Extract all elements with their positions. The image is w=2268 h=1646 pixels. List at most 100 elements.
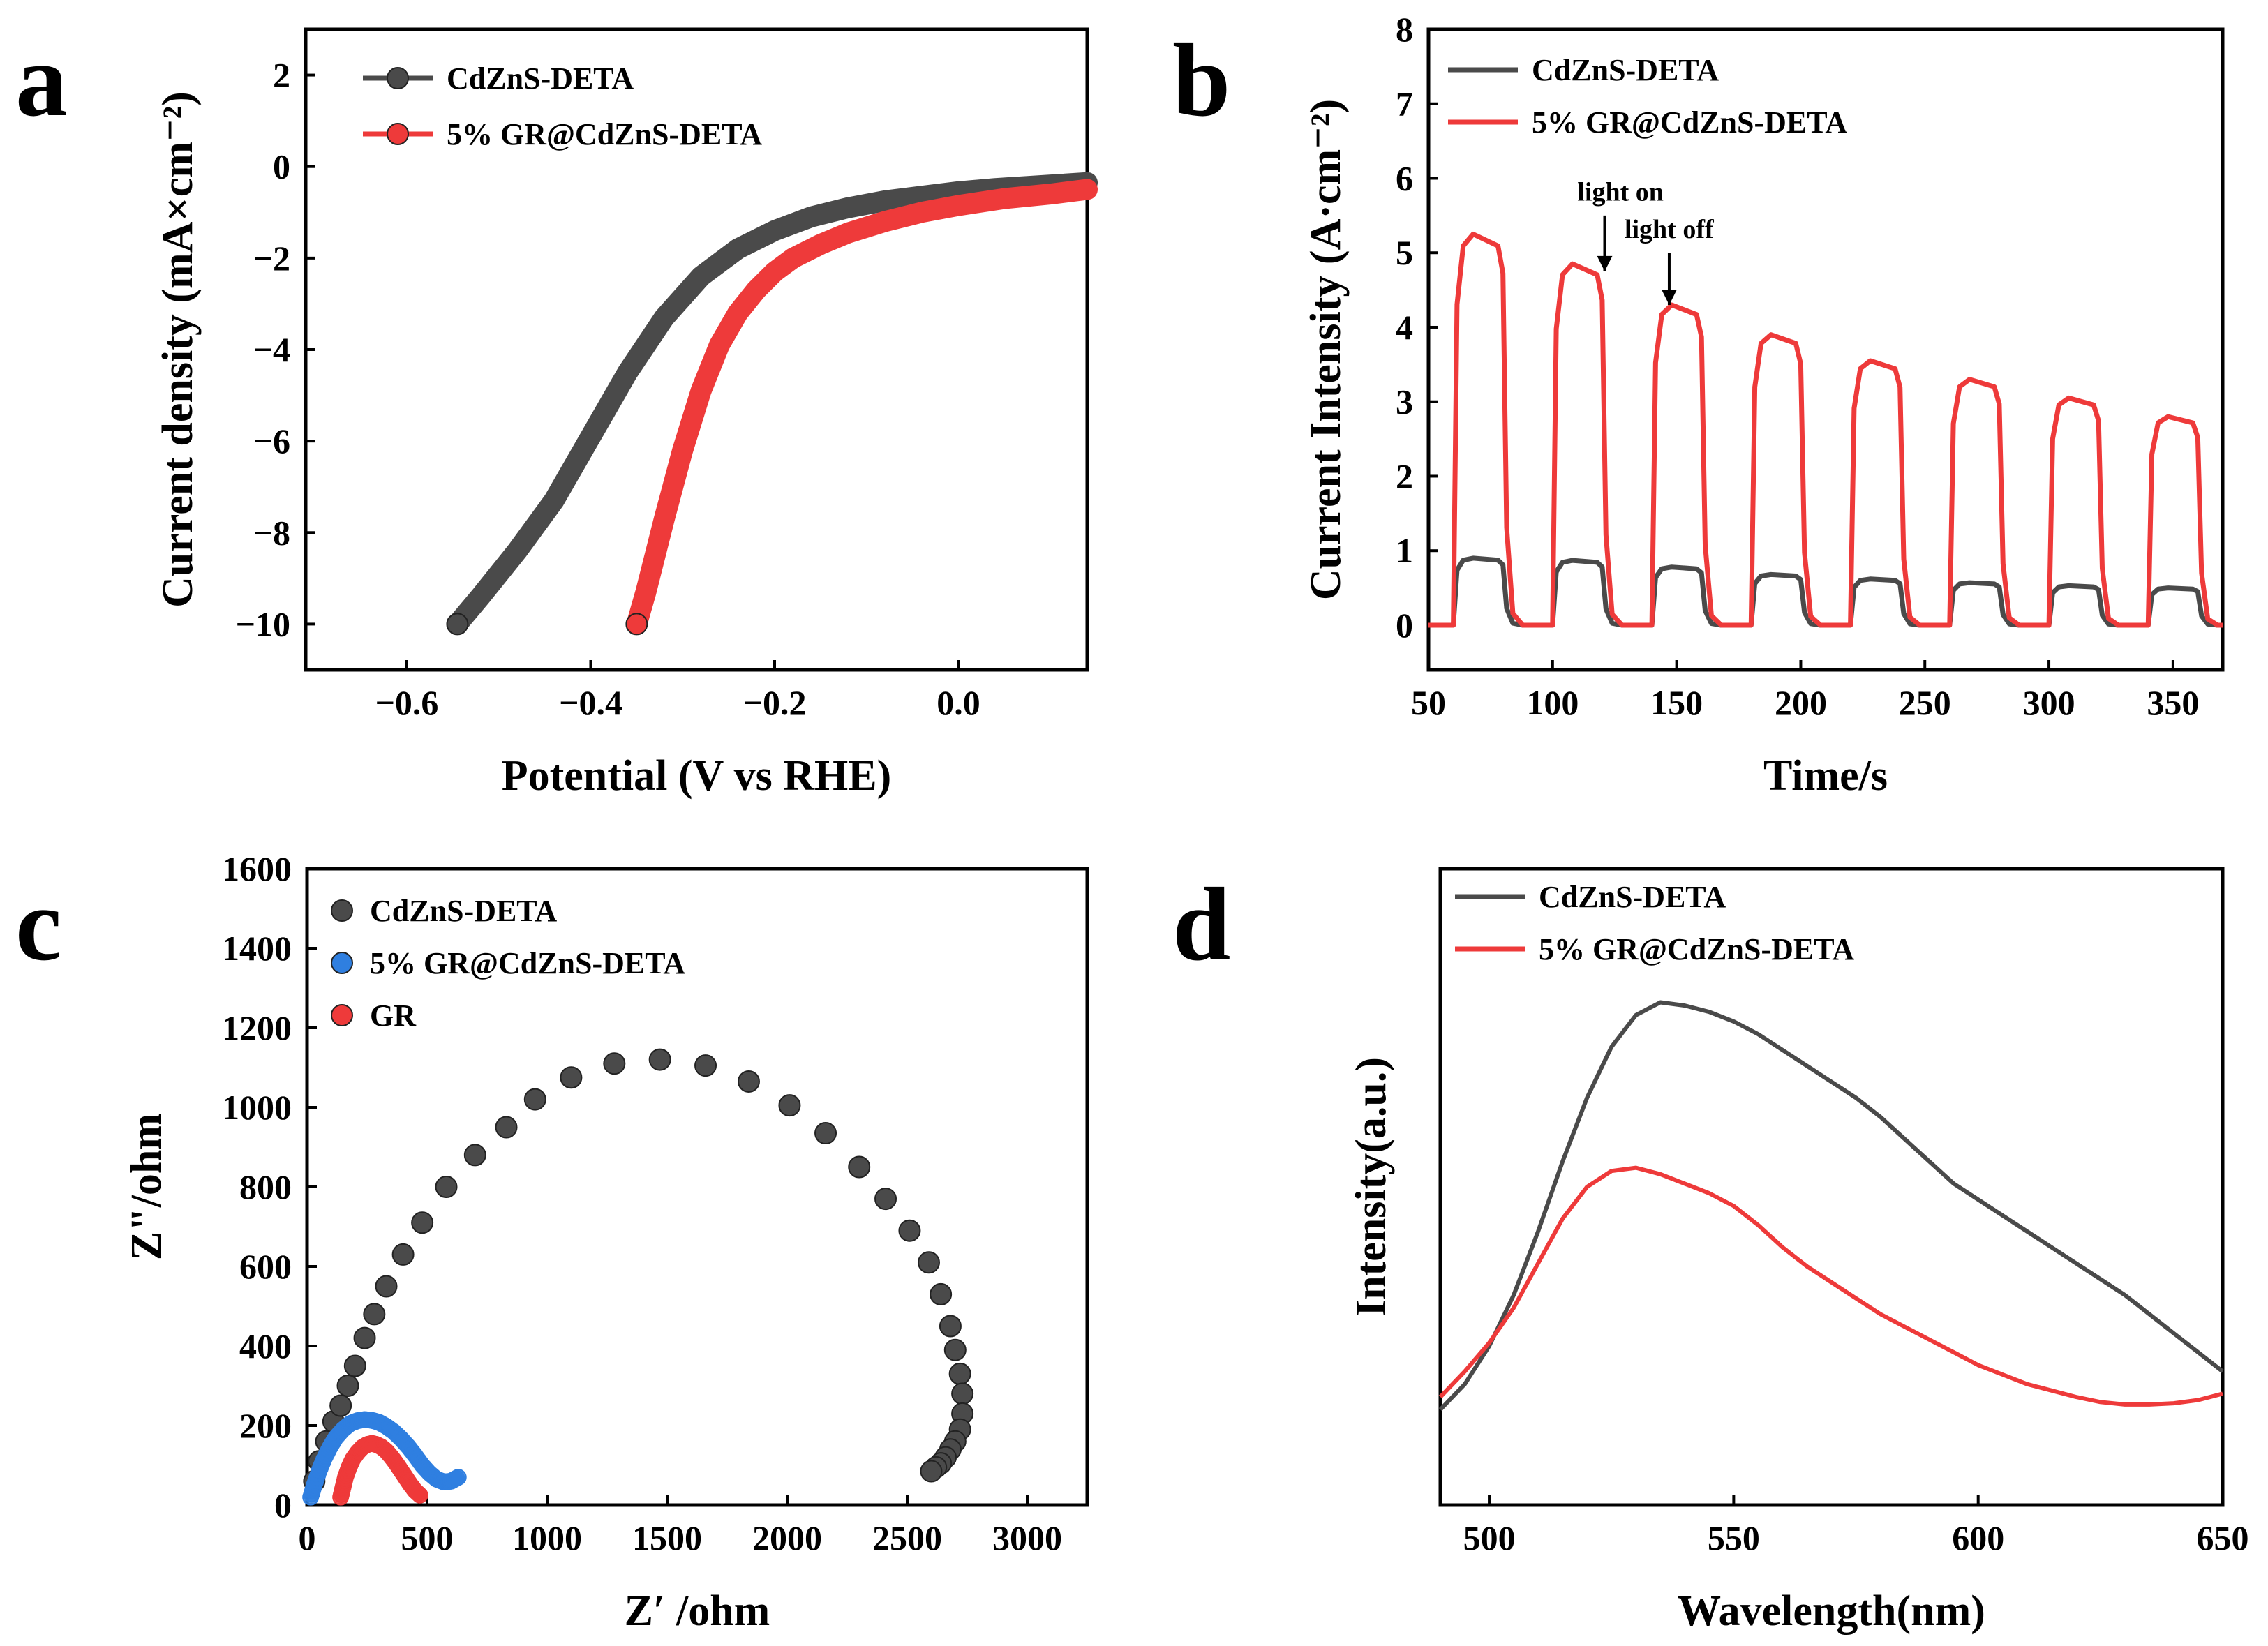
series-line — [1438, 1165, 2223, 1407]
data-point — [694, 1054, 717, 1077]
legend-label: CdZnS-DETA — [1532, 53, 1719, 87]
legend-marker — [331, 1004, 353, 1026]
y-tick-label: −6 — [253, 421, 291, 461]
panel-letter: c — [15, 867, 62, 982]
x-tick-label: 350 — [2147, 683, 2199, 722]
panel-letter: d — [1172, 867, 1230, 982]
x-axis-title: Wavelength(nm) — [1678, 1587, 1985, 1635]
x-tick-label: 50 — [1411, 683, 1446, 722]
annotation-light-off: light off — [1625, 215, 1715, 244]
legend-marker — [331, 952, 353, 974]
y-tick-label: 7 — [1396, 84, 1413, 124]
x-tick-label: 0 — [299, 1518, 316, 1557]
x-tick-label: 300 — [2023, 683, 2075, 722]
y-tick-label: 1 — [1396, 531, 1413, 570]
panel-b: 50 100 150 200 250 300 350 0 1 2 3 4 5 6 7 8 Time/s Curre… — [1172, 10, 2225, 800]
data-point — [603, 1052, 626, 1075]
data-point — [336, 1375, 359, 1397]
y-tick-label: 1200 — [222, 1008, 292, 1047]
data-point — [411, 1486, 428, 1504]
series-line — [1438, 1000, 2224, 1412]
data-point — [363, 1303, 386, 1326]
x-tick-label: −0.4 — [559, 683, 622, 722]
x-axis-title: Potential (V vs RHE) — [502, 752, 892, 800]
panel-c: 0 500 1000 1500 2000 2500 3000 0 200 400 600 800 100… — [15, 849, 1089, 1635]
legend-marker — [387, 67, 409, 89]
series-end-marker — [625, 613, 648, 636]
legend-marker — [387, 123, 409, 145]
legend-label: 5% GR@CdZnS-DETA — [447, 117, 762, 151]
panel-d: 500 550 600 650 Wavelength(nm) Intensity(a.u.… — [1172, 867, 2249, 1635]
x-tick-label: 500 — [1463, 1518, 1516, 1557]
data-point — [435, 1176, 458, 1198]
x-tick-label: 200 — [1775, 683, 1827, 722]
y-tick-label: −4 — [253, 330, 291, 369]
x-tick-label: 500 — [401, 1518, 454, 1557]
legend-label: GR — [370, 998, 417, 1033]
x-tick-label: 650 — [2197, 1518, 2249, 1557]
series-line — [626, 179, 1098, 635]
y-tick-label: 1400 — [222, 929, 292, 968]
legend-label: CdZnS-DETA — [370, 894, 557, 928]
data-point — [449, 1469, 467, 1486]
data-point — [375, 1275, 398, 1298]
y-tick-label: 2 — [1396, 456, 1413, 495]
arrowhead-light-on — [1597, 255, 1613, 271]
legend-label: 5% GR@CdZnS-DETA — [1532, 105, 1847, 140]
y-tick-label: 800 — [239, 1167, 292, 1206]
data-point — [920, 1460, 943, 1483]
x-tick-label: 3000 — [992, 1518, 1062, 1557]
panel-letter: b — [1172, 22, 1230, 138]
y-tick-label: −10 — [236, 604, 291, 643]
x-tick-label: 600 — [1952, 1518, 2004, 1557]
x-tick-label: −0.2 — [743, 683, 807, 722]
data-point — [939, 1315, 962, 1338]
data-point — [917, 1251, 940, 1274]
plot-frame — [1438, 867, 2225, 1507]
data-point — [778, 1094, 801, 1117]
x-axis-title: Z′ /ohm — [625, 1587, 770, 1635]
data-point — [329, 1394, 352, 1417]
arrowhead-light-off — [1661, 289, 1677, 305]
data-point — [523, 1088, 546, 1111]
y-tick-label: −8 — [253, 513, 291, 552]
y-tick-label: 1600 — [222, 849, 292, 888]
data-point — [848, 1155, 871, 1179]
y-axis-title: Current Intensity (A·cm⁻²) — [1302, 99, 1350, 600]
x-tick-label: 250 — [1899, 683, 1951, 722]
y-tick-label: 0 — [273, 147, 290, 186]
x-tick-label: 100 — [1526, 683, 1579, 722]
panel-letter: a — [15, 22, 68, 138]
plot-frame — [1426, 27, 2225, 672]
data-point — [391, 1243, 415, 1266]
x-tick-label: 1500 — [632, 1518, 702, 1557]
data-point — [560, 1066, 583, 1089]
legend-label: CdZnS-DETA — [447, 61, 634, 96]
legend-marker — [331, 899, 353, 922]
x-tick-label: 550 — [1708, 1518, 1760, 1557]
y-tick-label: 2 — [273, 56, 290, 95]
x-tick-label: 150 — [1650, 683, 1703, 722]
y-tick-label: −2 — [253, 239, 291, 278]
x-axis-title: Time/s — [1763, 752, 1888, 800]
y-tick-label: 1000 — [222, 1088, 292, 1127]
series-line — [447, 172, 1098, 635]
legend-label: 5% GR@CdZnS-DETA — [1539, 932, 1854, 966]
data-point — [930, 1282, 953, 1305]
data-point — [951, 1382, 974, 1405]
legend-label: CdZnS-DETA — [1539, 880, 1726, 914]
data-point — [898, 1219, 921, 1242]
x-tick-label: 0.0 — [937, 683, 980, 722]
data-point — [353, 1326, 376, 1349]
annotation-light-on: light on — [1577, 178, 1664, 207]
y-tick-label: 600 — [239, 1247, 292, 1286]
x-tick-label: 2500 — [872, 1518, 942, 1557]
y-tick-label: 0 — [274, 1486, 292, 1525]
data-point — [874, 1188, 897, 1211]
data-point — [411, 1211, 434, 1234]
legend-label: 5% GR@CdZnS-DETA — [370, 946, 685, 980]
data-point — [463, 1144, 486, 1167]
y-tick-label: 400 — [239, 1326, 292, 1366]
y-tick-label: 6 — [1396, 158, 1413, 197]
